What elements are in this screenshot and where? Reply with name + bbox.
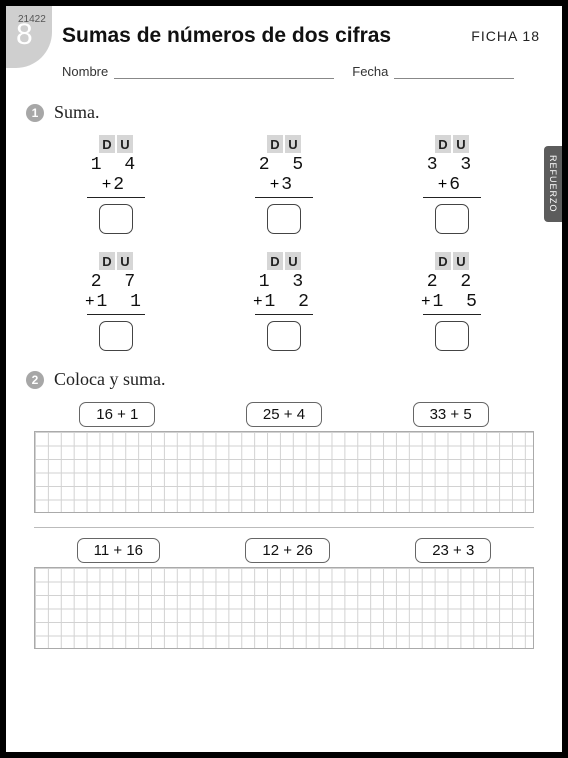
page-title: Sumas de números de dos cifras	[62, 24, 391, 48]
name-date-row: Nombre Fecha	[62, 64, 540, 79]
expression-pill: 16 + 1	[79, 402, 155, 427]
u-cell: U	[285, 135, 301, 153]
problems-row-1: D U 1 4 + 2 D U 2 5 +	[26, 135, 542, 234]
expression-pill: 23 + 3	[415, 538, 491, 563]
section1-header: 1 Suma.	[26, 102, 542, 123]
page-code: 21422	[18, 14, 46, 25]
u-cell: U	[285, 252, 301, 270]
addend-top: 3 3	[402, 155, 502, 175]
side-tab: REFUERZO	[544, 146, 562, 222]
plus-sign: +	[270, 176, 279, 194]
sheet-label: FICHA 18	[471, 28, 540, 44]
addition-problem: D U 2 7 + 1 1	[66, 252, 166, 351]
expression-pill: 25 + 4	[246, 402, 322, 427]
answer-box[interactable]	[99, 321, 133, 351]
addend-top: 2 2	[402, 272, 502, 292]
answer-box[interactable]	[99, 204, 133, 234]
addition-problem: D U 3 3 + 6	[402, 135, 502, 234]
addend-bottom: 3	[281, 175, 298, 195]
addition-problem: D U 1 4 + 2	[66, 135, 166, 234]
sum-rule	[255, 197, 313, 198]
d-cell: D	[267, 252, 283, 270]
expression-pill: 11 + 16	[77, 538, 160, 563]
addend-bottom-row: + 2	[66, 175, 166, 195]
answer-box[interactable]	[435, 204, 469, 234]
header: Sumas de números de dos cifras FICHA 18	[62, 24, 540, 48]
bullet-2: 2	[26, 371, 44, 389]
u-cell: U	[117, 135, 133, 153]
addend-top: 1 4	[66, 155, 166, 175]
instruction-2: Coloca y suma.	[54, 369, 165, 390]
work-grid-1[interactable]	[34, 431, 534, 513]
d-cell: D	[435, 252, 451, 270]
addend-bottom: 1 2	[264, 292, 314, 312]
addend-top: 1 3	[234, 272, 334, 292]
du-header: D U	[234, 252, 334, 270]
plus-sign: +	[421, 293, 430, 311]
plus-sign: +	[85, 293, 94, 311]
name-label: Nombre	[62, 64, 108, 79]
addend-top: 2 7	[66, 272, 166, 292]
u-cell: U	[453, 135, 469, 153]
plus-sign: +	[253, 293, 262, 311]
plus-sign: +	[102, 176, 111, 194]
addend-bottom: 1 1	[96, 292, 146, 312]
content: 1 Suma. D U 1 4 + 2 D	[26, 102, 542, 740]
section2-header: 2 Coloca y suma.	[26, 369, 542, 390]
du-header: D U	[66, 252, 166, 270]
pill-row-1: 16 + 1 25 + 4 33 + 5	[26, 402, 542, 427]
d-cell: D	[267, 135, 283, 153]
d-cell: D	[435, 135, 451, 153]
date-field: Fecha	[352, 64, 514, 79]
addend-bottom: 6	[449, 175, 466, 195]
addend-bottom-row: + 1 2	[234, 292, 334, 312]
addend-bottom-row: + 1 5	[402, 292, 502, 312]
addend-bottom-row: + 6	[402, 175, 502, 195]
answer-box[interactable]	[267, 204, 301, 234]
name-field: Nombre	[62, 64, 334, 79]
bullet-1: 1	[26, 104, 44, 122]
expression-pill: 12 + 26	[245, 538, 329, 563]
name-input-line[interactable]	[114, 65, 334, 79]
sum-rule	[423, 197, 481, 198]
pill-row-2: 11 + 16 12 + 26 23 + 3	[26, 538, 542, 563]
du-header: D U	[234, 135, 334, 153]
problems-row-2: D U 2 7 + 1 1 D U 1 3 +	[26, 252, 542, 351]
date-label: Fecha	[352, 64, 388, 79]
answer-box[interactable]	[267, 321, 301, 351]
addend-bottom-row: + 1 1	[66, 292, 166, 312]
sum-rule	[255, 314, 313, 315]
d-cell: D	[99, 252, 115, 270]
d-cell: D	[99, 135, 115, 153]
instruction-1: Suma.	[54, 102, 100, 123]
work-grid-2[interactable]	[34, 567, 534, 649]
answer-box[interactable]	[435, 321, 469, 351]
addend-top: 2 5	[234, 155, 334, 175]
addition-problem: D U 1 3 + 1 2	[234, 252, 334, 351]
expression-pill: 33 + 5	[413, 402, 489, 427]
du-header: D U	[66, 135, 166, 153]
du-header: D U	[402, 252, 502, 270]
worksheet-page: 21422 8 REFUERZO Sumas de números de dos…	[6, 6, 562, 752]
separator	[34, 527, 534, 528]
addend-bottom: 1 5	[432, 292, 482, 312]
sum-rule	[87, 314, 145, 315]
sum-rule	[87, 197, 145, 198]
addition-problem: D U 2 2 + 1 5	[402, 252, 502, 351]
plus-sign: +	[438, 176, 447, 194]
u-cell: U	[117, 252, 133, 270]
addition-problem: D U 2 5 + 3	[234, 135, 334, 234]
sum-rule	[423, 314, 481, 315]
date-input-line[interactable]	[394, 65, 514, 79]
addend-bottom: 2	[113, 175, 130, 195]
u-cell: U	[453, 252, 469, 270]
du-header: D U	[402, 135, 502, 153]
addend-bottom-row: + 3	[234, 175, 334, 195]
